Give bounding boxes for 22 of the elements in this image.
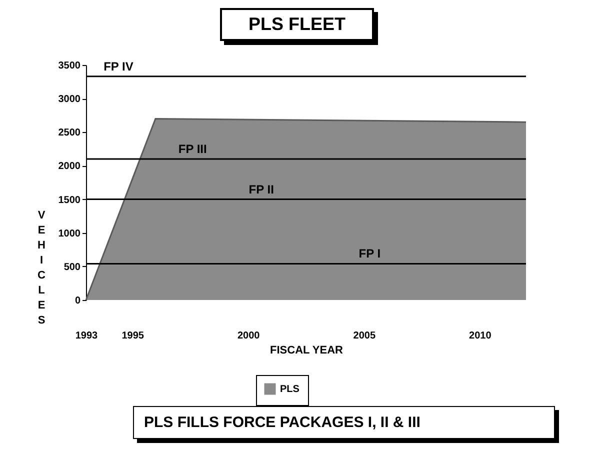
y-tick-label: 1000 [58, 228, 81, 240]
ref-line-label: FP IV [104, 59, 134, 74]
legend-label: PLS [280, 384, 300, 395]
ref-line-label: FP III [178, 142, 207, 156]
y-tick-label: 3000 [58, 94, 81, 106]
ref-line-label: FP I [358, 246, 381, 261]
chart-title: PLS FLEET [220, 8, 374, 41]
y-tick-label: 2500 [58, 128, 81, 139]
x-axis-title: FISCAL YEAR [270, 344, 344, 356]
y-tick-label: 1500 [58, 194, 81, 206]
y-tick-label: 500 [64, 262, 81, 273]
x-tick-label: 2010 [469, 330, 492, 342]
x-tick-label: 2000 [237, 330, 260, 342]
y-tick-label: 2000 [58, 161, 81, 172]
x-tick-label: 2005 [353, 330, 376, 342]
text: PLS FILLS FORCE PACKAGES I, II & III [133, 406, 555, 439]
ref-line-label: FP II [248, 182, 274, 196]
x-tick-label: 1993 [75, 330, 98, 342]
y-tick-label: 0 [74, 296, 81, 306]
y-tick-label: 3500 [58, 60, 81, 72]
y-axis-title: VEHICLES [38, 210, 46, 326]
x-tick-label: 1995 [122, 330, 144, 342]
